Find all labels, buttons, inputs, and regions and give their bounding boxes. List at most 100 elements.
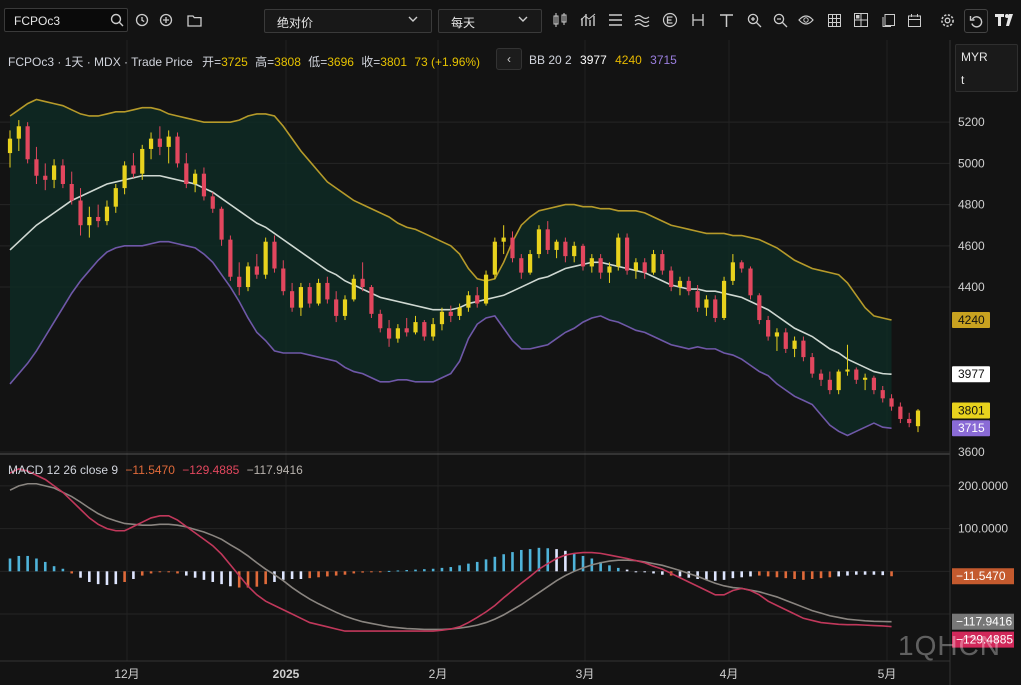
time-tick-label: 5月 xyxy=(878,667,897,681)
candle xyxy=(510,231,515,263)
calendar-icon[interactable] xyxy=(904,10,924,30)
candle-body xyxy=(245,266,251,288)
candle-body xyxy=(783,332,788,349)
macd-hist-bar xyxy=(705,571,708,580)
candle-body xyxy=(184,163,189,184)
bb-lower-value: 3715 xyxy=(650,53,677,67)
macd-hist-bar xyxy=(193,571,197,578)
candle-body xyxy=(492,241,497,275)
macd-hist-bar xyxy=(361,571,364,573)
zoom-in-icon[interactable] xyxy=(744,10,764,30)
add-icon[interactable] xyxy=(156,10,176,30)
macd-axis[interactable]: 200.0000 100.0000 −11.5470 −117.9416 −129.48… xyxy=(952,479,1014,648)
macd-hist-bar xyxy=(696,571,699,579)
macd-hist-bar xyxy=(52,566,56,572)
macd-hist-bar xyxy=(643,571,647,573)
candle-body xyxy=(175,136,180,164)
currency-select[interactable]: MYR t xyxy=(955,44,1018,92)
unit-value: t xyxy=(961,73,965,87)
price-axis[interactable]: 5200 5000 4800 4600 4400 3600 4240 3977 3801 3715 xyxy=(952,115,990,459)
candle xyxy=(669,266,674,292)
candle-body xyxy=(122,165,127,189)
candle-body xyxy=(536,229,542,255)
clock-icon[interactable] xyxy=(132,10,152,30)
macd-hist-bar xyxy=(625,569,629,572)
grid-icon[interactable] xyxy=(851,10,871,30)
macd-badge-bg xyxy=(952,568,1014,585)
search-icon[interactable] xyxy=(107,10,127,30)
wave-icon[interactable] xyxy=(632,10,652,30)
collapse-legend-button[interactable]: ‹ xyxy=(496,48,522,70)
table-icon[interactable] xyxy=(824,10,844,30)
macd-hist-bar xyxy=(872,571,876,575)
candle-body xyxy=(757,295,762,321)
candle xyxy=(818,369,824,386)
candle-body xyxy=(915,410,921,427)
undo-icon[interactable] xyxy=(964,9,988,33)
folder-icon[interactable] xyxy=(184,10,204,30)
macd-hist-bar xyxy=(405,570,408,572)
price-badge-label: 3801 xyxy=(958,404,985,418)
macd-hist-bar xyxy=(731,571,735,579)
tv-logo-icon[interactable] xyxy=(994,10,1018,30)
macd-hist-bar xyxy=(8,558,12,572)
candle-body xyxy=(298,287,304,308)
candlestick-series xyxy=(7,120,921,433)
macd-hist-value: −11.5470 xyxy=(125,463,175,477)
eye-icon[interactable] xyxy=(796,10,816,30)
list-icon[interactable] xyxy=(605,10,625,30)
legend-exchange: MDX xyxy=(94,55,121,69)
candle xyxy=(25,122,30,164)
macd-hist-bar xyxy=(132,571,135,579)
candle-body xyxy=(827,379,832,391)
bollinger-fill-area xyxy=(10,99,892,436)
candle xyxy=(536,225,542,259)
macd-hist-bar xyxy=(79,571,82,578)
price-type-select[interactable]: 绝对价 xyxy=(264,9,432,33)
candle xyxy=(633,258,639,279)
candle-body xyxy=(25,126,30,160)
candle-body xyxy=(774,332,780,337)
cross-line-icon[interactable] xyxy=(688,10,708,30)
candle-body xyxy=(448,311,453,316)
bb-label: BB 20 2 xyxy=(529,53,572,67)
interval-select[interactable]: 每天 xyxy=(438,9,542,33)
copy-icon[interactable] xyxy=(878,10,898,30)
text-icon[interactable] xyxy=(716,10,736,30)
zoom-out-icon[interactable] xyxy=(770,10,790,30)
candle xyxy=(545,221,550,255)
candle-body xyxy=(475,295,480,304)
candle-body xyxy=(193,173,198,184)
bar-style-icon[interactable] xyxy=(550,10,570,30)
settings-icon[interactable] xyxy=(937,10,957,30)
candle-body xyxy=(880,390,885,399)
time-axis[interactable]: 12月 2025 2月 3月 4月 5月 xyxy=(114,667,896,681)
indicator-icon[interactable] xyxy=(578,10,598,30)
candle-body xyxy=(34,159,39,176)
e-icon[interactable] xyxy=(660,10,680,30)
macd-histogram xyxy=(8,547,893,588)
candle xyxy=(272,235,277,273)
candle xyxy=(704,295,709,316)
candle-body xyxy=(695,291,700,308)
macd-hist-bar xyxy=(511,552,514,572)
candle-body xyxy=(792,340,797,349)
candle xyxy=(369,284,374,318)
candle-body xyxy=(166,136,171,147)
candle xyxy=(457,303,462,321)
macd-hist-bar xyxy=(370,571,373,573)
candle-body xyxy=(801,340,806,358)
candle-body xyxy=(219,208,224,240)
candle xyxy=(563,237,568,263)
candle xyxy=(572,241,577,263)
candle xyxy=(792,336,797,358)
candle xyxy=(475,287,480,308)
candle-body xyxy=(580,245,586,267)
price-tick-label: 5000 xyxy=(958,156,985,170)
candle xyxy=(783,328,788,354)
macd-hist-bar xyxy=(423,569,426,572)
candle xyxy=(69,171,74,205)
candle-body xyxy=(660,254,665,271)
symbol-input[interactable]: FCPOc3 xyxy=(4,8,128,32)
